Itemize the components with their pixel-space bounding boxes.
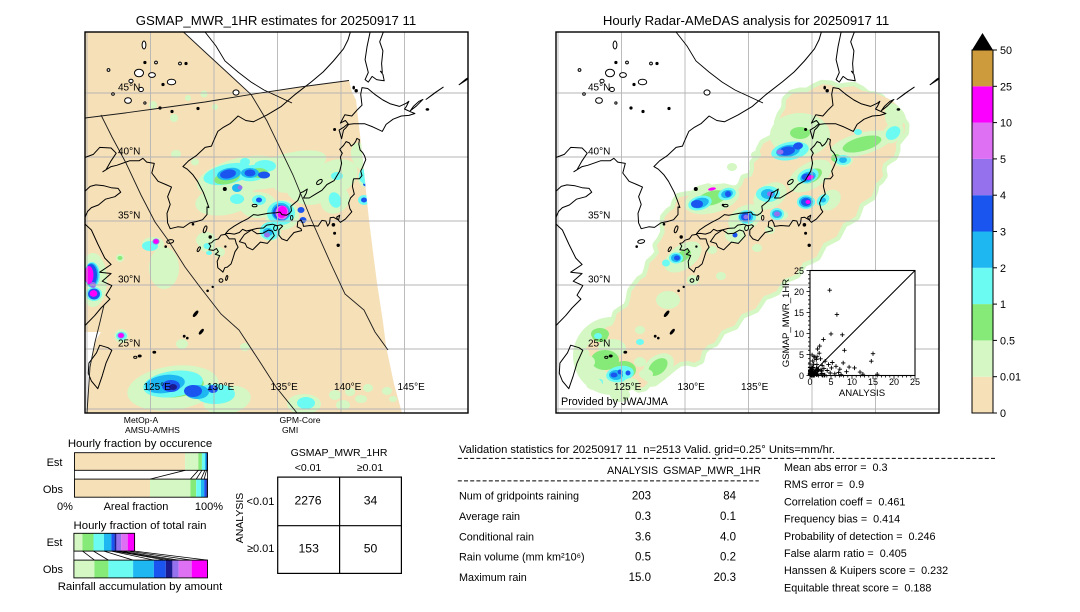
svg-text:0: 0 [799, 371, 804, 381]
svg-text:Est: Est [47, 537, 63, 549]
svg-text:<0.01: <0.01 [295, 462, 322, 474]
svg-text:0.2: 0.2 [720, 552, 736, 564]
svg-text:25°N: 25°N [118, 339, 140, 350]
svg-text:3: 3 [1000, 227, 1006, 239]
svg-text:≥0.01: ≥0.01 [247, 543, 274, 555]
svg-text:Areal fraction: Areal fraction [104, 501, 169, 513]
svg-text:4: 4 [1000, 190, 1006, 202]
svg-text:<0.01: <0.01 [247, 496, 275, 508]
svg-text:GPM-Core: GPM-Core [279, 415, 320, 425]
svg-text:20.3: 20.3 [714, 572, 736, 584]
svg-text:125°E: 125°E [144, 382, 172, 393]
svg-text:2276: 2276 [294, 494, 321, 508]
svg-text:Equitable threat score = 0.18: Equitable threat score = 0.188 [784, 582, 931, 594]
svg-text:25: 25 [794, 266, 804, 276]
svg-text:AMSU-A/MHS: AMSU-A/MHS [125, 425, 180, 435]
svg-text:135°E: 135°E [741, 382, 769, 393]
svg-text:20: 20 [889, 377, 899, 387]
svg-text:Conditional rain: Conditional rain [459, 531, 534, 543]
svg-text:GSMAP_MWR_1HR: GSMAP_MWR_1HR [291, 447, 388, 459]
svg-text:25°N: 25°N [588, 339, 610, 350]
svg-text:Num of gridpoints raining: Num of gridpoints raining [459, 491, 579, 503]
svg-text:Hourly fraction of total rain: Hourly fraction of total rain [74, 520, 207, 532]
svg-text:≥0.01: ≥0.01 [357, 462, 383, 474]
svg-text:2: 2 [1000, 263, 1006, 275]
svg-text:125°E: 125°E [614, 382, 642, 393]
svg-text:130°E: 130°E [207, 382, 235, 393]
svg-text:0.5: 0.5 [635, 552, 651, 564]
svg-text:Probability of detection = 0.: Probability of detection = 0.246 [784, 531, 936, 543]
svg-text:15: 15 [794, 308, 804, 318]
svg-text:Mean abs error = 0.3: Mean abs error = 0.3 [784, 462, 888, 474]
svg-text:145°E: 145°E [398, 382, 426, 393]
svg-text:ANALYSIS: ANALYSIS [234, 493, 246, 544]
svg-text:153: 153 [299, 542, 320, 556]
svg-text:203: 203 [632, 491, 651, 503]
svg-text:Hanssen & Kuipers score = 0.2: Hanssen & Kuipers score = 0.232 [784, 565, 948, 577]
svg-text:RMS error = 0.9: RMS error = 0.9 [784, 479, 864, 491]
svg-text:20: 20 [794, 287, 804, 297]
svg-text:5: 5 [799, 350, 804, 360]
svg-text:Obs: Obs [43, 564, 64, 576]
svg-text:25: 25 [910, 377, 920, 387]
svg-text:0.1: 0.1 [720, 511, 736, 523]
svg-text:Frequency bias = 0.414: Frequency bias = 0.414 [784, 514, 900, 526]
svg-text:5: 5 [828, 377, 833, 387]
svg-text:GMI: GMI [282, 425, 298, 435]
svg-text:Est: Est [47, 457, 63, 469]
svg-text:ANALYSIS: ANALYSIS [607, 465, 658, 477]
svg-text:45°N: 45°N [588, 83, 610, 94]
svg-text:0%: 0% [57, 501, 73, 513]
svg-text:30°N: 30°N [118, 275, 140, 286]
svg-text:GSMAP_MWR_1HR: GSMAP_MWR_1HR [663, 465, 761, 477]
svg-text:0.01: 0.01 [1000, 372, 1021, 384]
svg-text:40°N: 40°N [588, 147, 610, 158]
svg-text:Validation statistics for 2025: Validation statistics for 20250917 11 n=… [459, 444, 835, 456]
svg-text:Hourly fraction by occurence: Hourly fraction by occurence [68, 438, 212, 450]
svg-text:140°E: 140°E [334, 382, 362, 393]
svg-text:15: 15 [868, 377, 878, 387]
svg-text:135°E: 135°E [271, 382, 299, 393]
svg-text:MetOp-A: MetOp-A [124, 415, 159, 425]
svg-text:Hourly Radar-AMeDAS analysis f: Hourly Radar-AMeDAS analysis for 2025091… [603, 13, 889, 28]
svg-text:25: 25 [1000, 81, 1012, 93]
svg-text:5: 5 [1000, 154, 1006, 166]
svg-text:10: 10 [1000, 118, 1012, 130]
svg-text:130°E: 130°E [678, 382, 706, 393]
svg-text:4.0: 4.0 [720, 531, 736, 543]
svg-text:Correlation coeff = 0.461: Correlation coeff = 0.461 [784, 496, 905, 508]
svg-text:Maximum rain: Maximum rain [459, 572, 527, 584]
svg-text:30°N: 30°N [588, 275, 610, 286]
svg-text:GSMAP_MWR_1HR estimates for 20: GSMAP_MWR_1HR estimates for 20250917 11 [136, 13, 416, 28]
svg-text:3.6: 3.6 [635, 531, 651, 543]
svg-text:False alarm ratio = 0.405: False alarm ratio = 0.405 [784, 548, 907, 560]
svg-text:0.5: 0.5 [1000, 335, 1015, 347]
svg-text:Rain volume (mm km²10⁶): Rain volume (mm km²10⁶) [459, 552, 585, 564]
svg-text:0: 0 [807, 377, 812, 387]
svg-text:35°N: 35°N [118, 211, 140, 222]
svg-text:15.0: 15.0 [629, 572, 651, 584]
svg-text:50: 50 [1000, 45, 1012, 57]
svg-text:10: 10 [847, 377, 857, 387]
svg-text:0.3: 0.3 [635, 511, 651, 523]
svg-text:45°N: 45°N [118, 83, 140, 94]
svg-text:Obs: Obs [43, 484, 64, 496]
svg-text:Average rain: Average rain [459, 511, 520, 523]
svg-text:1: 1 [1000, 299, 1006, 311]
svg-text:100%: 100% [195, 501, 223, 513]
svg-text:50: 50 [364, 542, 378, 556]
svg-text:40°N: 40°N [118, 147, 140, 158]
svg-text:10: 10 [794, 329, 804, 339]
svg-text:0: 0 [1000, 408, 1006, 420]
svg-text:35°N: 35°N [588, 211, 610, 222]
svg-text:84: 84 [723, 491, 736, 503]
svg-text:ANALYSIS: ANALYSIS [839, 388, 885, 399]
svg-text:Provided by JWA/JMA: Provided by JWA/JMA [561, 396, 669, 408]
svg-text:GSMAP_MWR_1HR: GSMAP_MWR_1HR [781, 279, 792, 368]
svg-text:34: 34 [364, 494, 378, 508]
svg-text:Rainfall accumulation by amoun: Rainfall accumulation by amount [58, 581, 223, 593]
